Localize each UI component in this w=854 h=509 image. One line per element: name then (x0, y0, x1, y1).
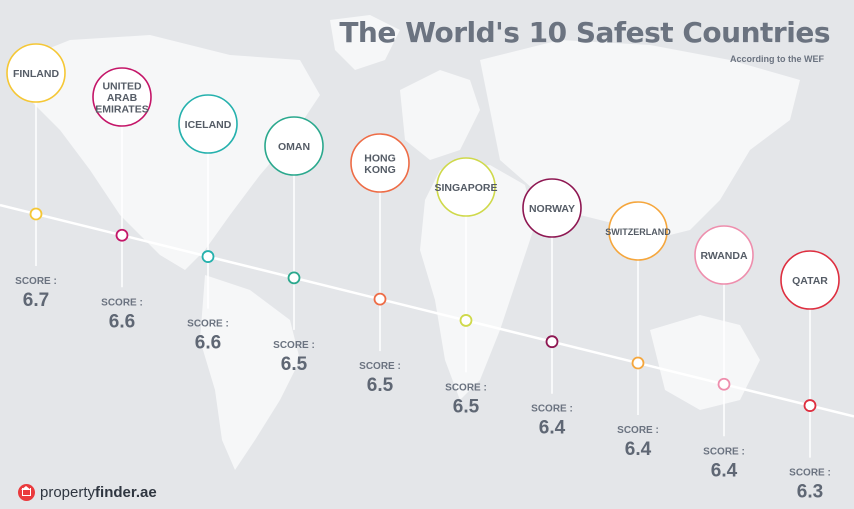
country-label-switzerland: SWITZERLAND (605, 227, 671, 237)
page-subtitle: According to the WEF (730, 54, 824, 64)
score-value: 6.4 (625, 439, 652, 460)
score-value: 6.4 (539, 418, 566, 439)
score-value: 6.3 (797, 482, 823, 503)
score-label: SCORE : (531, 404, 573, 415)
country-label-singapore: SINGAPORE (434, 182, 497, 194)
score-label: SCORE : (703, 446, 745, 457)
score-value: 6.5 (281, 354, 308, 375)
score-value: 6.4 (711, 460, 738, 481)
score-label: SCORE : (101, 297, 143, 308)
country-bubble-qatar (780, 250, 840, 310)
brand-logo: propertyfinder.ae (18, 484, 157, 501)
country-label-qatar: QATAR (792, 275, 828, 287)
score-marker-iceland (201, 250, 215, 263)
country-bubble-hong-kong (350, 133, 410, 193)
score-value: 6.5 (453, 396, 480, 417)
score-marker-rwanda (717, 377, 731, 391)
country-bubble-iceland (178, 94, 238, 154)
home-icon (18, 484, 35, 501)
country-label-iceland: ICELAND (185, 119, 232, 131)
score-value: 6.6 (195, 333, 221, 354)
country-label-rwanda: RWANDA (700, 250, 747, 262)
country-bubble-oman (264, 116, 324, 176)
country-bubble-united-arab-emirates (92, 67, 152, 127)
country-bubble-singapore (436, 157, 496, 217)
score-marker-qatar (803, 399, 817, 412)
score-label: SCORE : (617, 425, 659, 436)
country-bubble-norway (522, 178, 582, 238)
score-label: SCORE : (359, 361, 401, 372)
score-marker-norway (545, 335, 559, 349)
brand-name: propertyfinder.ae (40, 484, 157, 501)
score-marker-oman (287, 271, 301, 285)
score-marker-switzerland (631, 356, 645, 370)
country-bubble-switzerland (608, 201, 668, 261)
score-value: 6.7 (23, 290, 49, 311)
score-label: SCORE : (187, 319, 229, 330)
country-bubble-rwanda (694, 225, 754, 285)
country-label-hong-kong: HONG KONG (364, 152, 396, 176)
score-value: 6.6 (109, 311, 135, 332)
score-value: 6.5 (367, 375, 394, 396)
country-label-norway: NORWAY (529, 203, 575, 215)
score-label: SCORE : (15, 276, 57, 287)
page-title: The World's 10 Safest Countries (339, 16, 830, 49)
score-label: SCORE : (789, 468, 831, 479)
score-label: SCORE : (445, 382, 487, 393)
country-label-oman: OMAN (278, 141, 310, 153)
score-marker-singapore (459, 314, 473, 327)
score-marker-hong-kong (373, 292, 387, 306)
trend-line (0, 203, 854, 418)
country-bubble-finland (6, 43, 66, 103)
score-marker-united-arab-emirates (115, 228, 129, 242)
country-label-finland: FINLAND (13, 68, 59, 80)
score-label: SCORE : (273, 340, 315, 351)
score-marker-finland (29, 207, 43, 221)
country-label-united-arab-emirates: UNITED ARAB EMIRATES (95, 81, 148, 116)
